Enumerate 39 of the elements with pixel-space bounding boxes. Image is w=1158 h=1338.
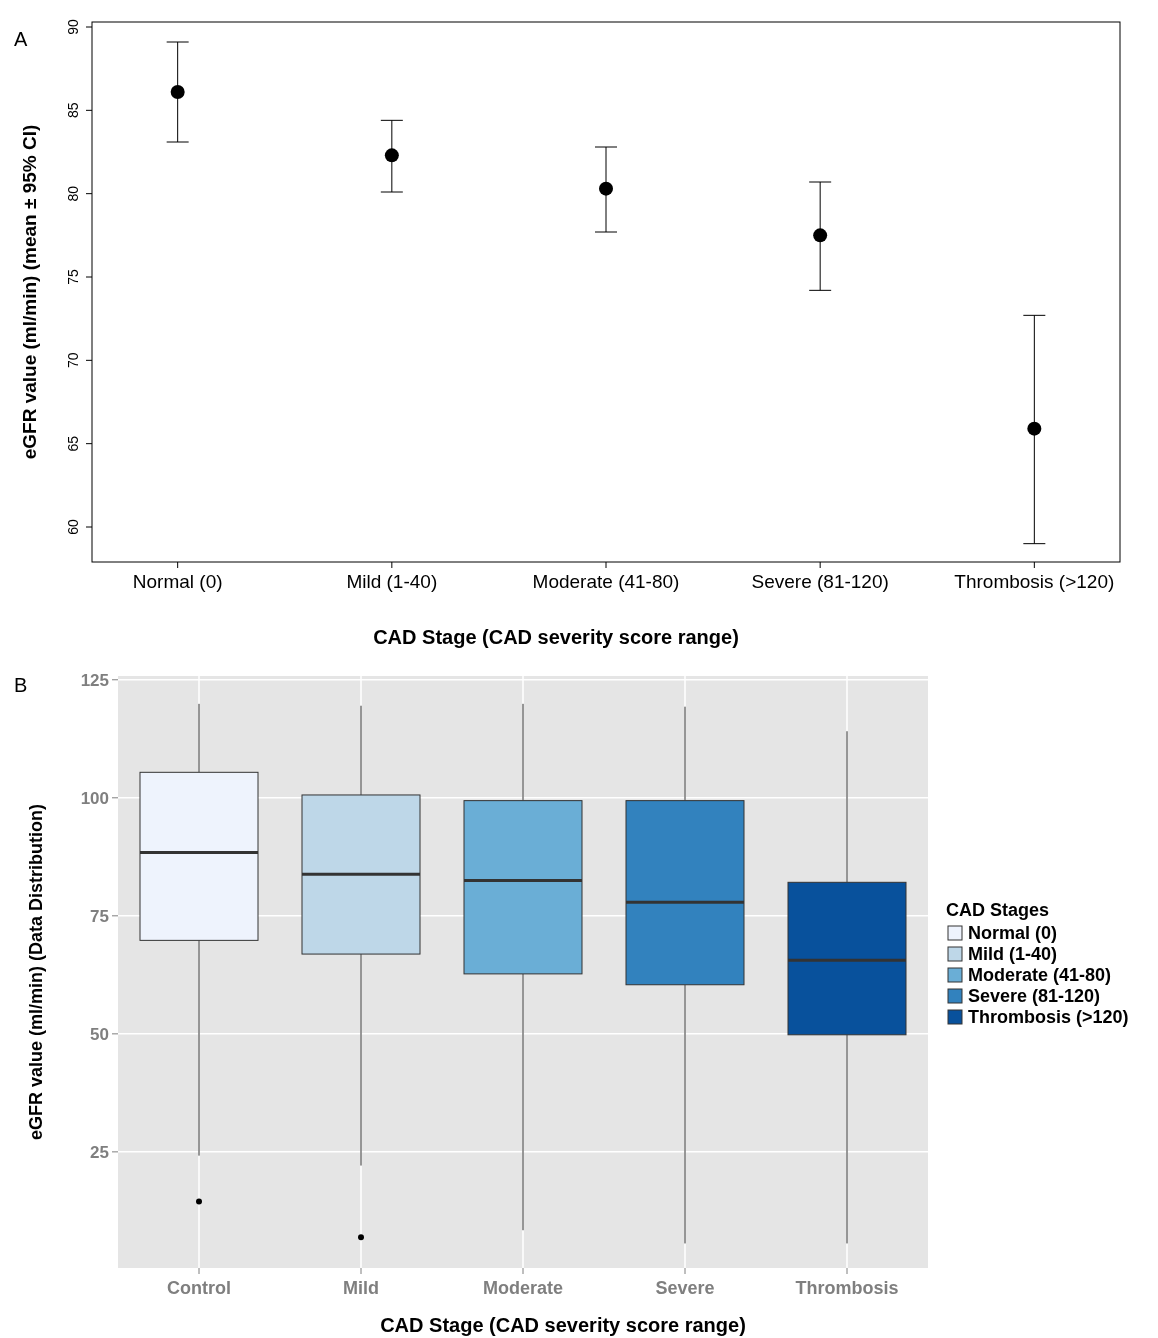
x-tick-label: Thrombosis (>120) [954, 571, 1115, 592]
y-tick-label: 60 [65, 519, 81, 535]
x-axis-title: CAD Stage (CAD severity score range) [380, 1314, 746, 1336]
text: B [14, 674, 28, 696]
legend-label: Severe (81-120) [968, 986, 1101, 1006]
y-tick-label: 100 [80, 788, 109, 808]
legend-title: CAD Stages [946, 900, 1050, 920]
point [170, 85, 185, 99]
y-tick-label: 70 [65, 352, 81, 369]
x-tick-label: Mild [343, 1278, 379, 1298]
y-axis-title: eGFR value (ml/min) (mean ± 95% CI) [19, 124, 40, 460]
point [1027, 421, 1042, 436]
legend-label: Thrombosis (>120) [968, 1007, 1129, 1027]
point [384, 148, 399, 163]
y-tick-label: 65 [65, 435, 81, 452]
y-axis-title: eGFR value (ml/min) (Data Distribution) [26, 803, 46, 1141]
y-tick-label: 80 [65, 185, 81, 202]
y-tick-label: 85 [65, 102, 81, 119]
y-tick-label: 75 [90, 906, 109, 926]
legend-label: Moderate (41-80) [968, 965, 1112, 985]
x-tick-label: Moderate [482, 1278, 564, 1298]
text: A [14, 28, 28, 50]
x-tick-label: Moderate (41-80) [532, 571, 680, 592]
y-tick-label: 90 [65, 19, 81, 35]
x-tick-label: Severe [655, 1278, 715, 1298]
legend-label: Mild (1-40) [968, 944, 1058, 964]
y-tick-label: 75 [65, 269, 81, 285]
legend-label: Normal (0) [968, 923, 1058, 943]
x-tick-label: Control [167, 1278, 231, 1298]
y-tick-label: 25 [90, 1142, 109, 1162]
point [599, 181, 613, 196]
x-tick-label: Thrombosis [795, 1278, 899, 1298]
x-tick-label: Severe (81-120) [751, 571, 889, 592]
x-tick-label: Normal (0) [132, 571, 223, 592]
y-tick-label: 50 [90, 1024, 109, 1044]
x-axis-title: CAD Stage (CAD severity score range) [373, 626, 739, 648]
y-tick-label: 125 [80, 670, 109, 690]
x-tick-label: Mild (1-40) [346, 571, 438, 592]
point [813, 228, 828, 243]
